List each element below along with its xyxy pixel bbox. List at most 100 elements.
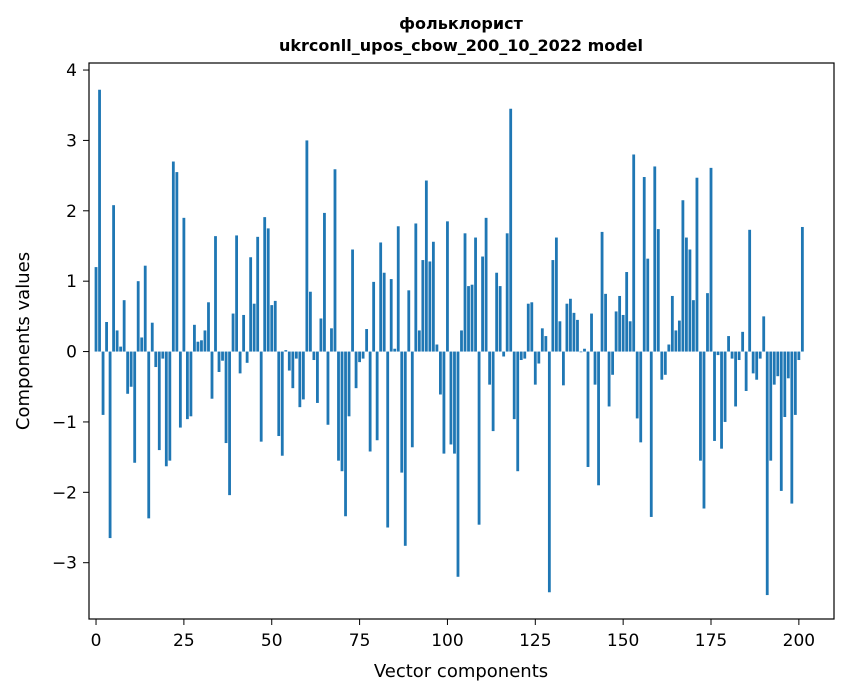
bar-74 <box>354 351 358 389</box>
bar-115 <box>498 286 502 352</box>
bar-171 <box>695 177 699 352</box>
bar-69 <box>337 351 340 461</box>
bar-6 <box>115 330 119 352</box>
bar-68 <box>333 169 337 352</box>
bar-152 <box>628 321 632 352</box>
bar-12 <box>136 281 140 352</box>
bar-119 <box>512 351 516 420</box>
bar-81 <box>379 242 383 352</box>
bar-0 <box>94 267 98 352</box>
bar-132 <box>558 321 562 352</box>
bar-136 <box>572 312 576 352</box>
bar-109 <box>477 351 481 525</box>
bar-89 <box>407 290 411 352</box>
bar-178 <box>720 351 723 449</box>
bar-173 <box>702 351 706 509</box>
bar-84 <box>389 279 393 352</box>
bar-72 <box>347 351 351 417</box>
bar-137 <box>576 319 579 352</box>
bar-127 <box>540 328 544 352</box>
bar-90 <box>410 351 414 448</box>
bar-148 <box>614 311 618 352</box>
bar-133 <box>562 351 565 386</box>
bar-184 <box>741 331 745 352</box>
bar-50 <box>270 305 274 352</box>
bar-142 <box>593 351 597 385</box>
bar-31 <box>203 330 207 352</box>
bar-76 <box>361 351 365 359</box>
bar-26 <box>185 351 189 420</box>
bar-1 <box>98 89 101 352</box>
bar-45 <box>252 303 256 352</box>
bar-145 <box>604 293 607 352</box>
bar-29 <box>196 341 200 352</box>
bar-123 <box>526 303 530 352</box>
bar-10 <box>129 351 133 387</box>
x-tick-label: 100 <box>431 631 463 651</box>
bar-150 <box>621 314 625 352</box>
bar-44 <box>249 257 253 352</box>
bar-14 <box>143 265 147 352</box>
x-axis-ticks: 0 25 50 75 100 125 150 175 200 <box>91 619 815 651</box>
bar-147 <box>611 351 615 375</box>
bar-21 <box>168 351 172 461</box>
bar-32 <box>207 302 210 352</box>
bar-13 <box>140 337 144 352</box>
bar-64 <box>319 318 323 352</box>
y-tick-label: 1 <box>66 272 77 292</box>
bar-164 <box>670 295 674 352</box>
bar-193 <box>772 351 776 385</box>
bar-128 <box>544 336 548 352</box>
bar-176 <box>713 351 716 441</box>
bar-92 <box>417 330 421 352</box>
bar-88 <box>403 351 407 546</box>
bar-91 <box>414 223 418 352</box>
bar-54 <box>284 350 288 352</box>
bar-121 <box>519 351 523 361</box>
bar-174 <box>706 293 709 352</box>
bar-49 <box>266 228 270 352</box>
bar-35 <box>217 351 221 372</box>
bar-197 <box>786 351 790 379</box>
bar-94 <box>424 180 428 352</box>
bar-135 <box>569 298 572 352</box>
bar-158 <box>649 351 653 517</box>
bar-144 <box>600 231 604 352</box>
bar-201 <box>800 226 804 352</box>
bar-110 <box>481 256 484 352</box>
bar-63 <box>316 351 319 403</box>
bar-78 <box>368 351 372 452</box>
y-tick-label: 0 <box>66 343 77 363</box>
bar-124 <box>530 302 534 352</box>
bar-65 <box>323 212 326 352</box>
bar-186 <box>748 229 752 352</box>
bar-5 <box>112 205 115 352</box>
bar-100 <box>446 221 449 352</box>
bar-167 <box>681 200 685 352</box>
bar-82 <box>382 272 386 352</box>
bar-111 <box>484 217 488 352</box>
x-tick-label: 75 <box>349 631 371 651</box>
bar-125 <box>533 351 537 385</box>
bar-98 <box>439 351 442 395</box>
bar-185 <box>744 351 748 391</box>
bar-7 <box>119 346 123 352</box>
bar-182 <box>734 351 738 407</box>
bar-126 <box>537 351 541 364</box>
bar-113 <box>491 351 495 432</box>
bar-58 <box>298 351 302 408</box>
bar-153 <box>632 154 636 352</box>
y-tick-label: 2 <box>66 202 77 222</box>
bar-46 <box>256 236 260 352</box>
bar-2 <box>101 351 105 415</box>
bar-104 <box>460 330 463 352</box>
x-tick-label: 50 <box>261 631 283 651</box>
bar-85 <box>393 348 397 352</box>
bar-55 <box>287 351 291 371</box>
bar-129 <box>547 351 551 593</box>
bar-170 <box>692 300 695 352</box>
bar-43 <box>245 351 249 363</box>
bar-102 <box>453 351 456 454</box>
bar-99 <box>442 351 446 454</box>
x-tick-label: 150 <box>607 631 639 651</box>
